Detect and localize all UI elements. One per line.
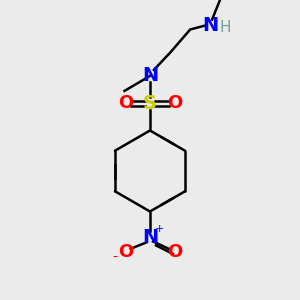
Text: O: O — [167, 94, 182, 112]
Text: S: S — [143, 94, 157, 113]
Text: N: N — [202, 16, 219, 35]
Text: -: - — [112, 251, 117, 265]
Text: O: O — [167, 243, 182, 261]
Text: O: O — [118, 243, 133, 261]
Text: N: N — [142, 228, 158, 248]
Text: O: O — [118, 94, 133, 112]
Text: H: H — [219, 20, 231, 35]
Text: N: N — [142, 66, 158, 85]
Text: +: + — [154, 224, 164, 235]
